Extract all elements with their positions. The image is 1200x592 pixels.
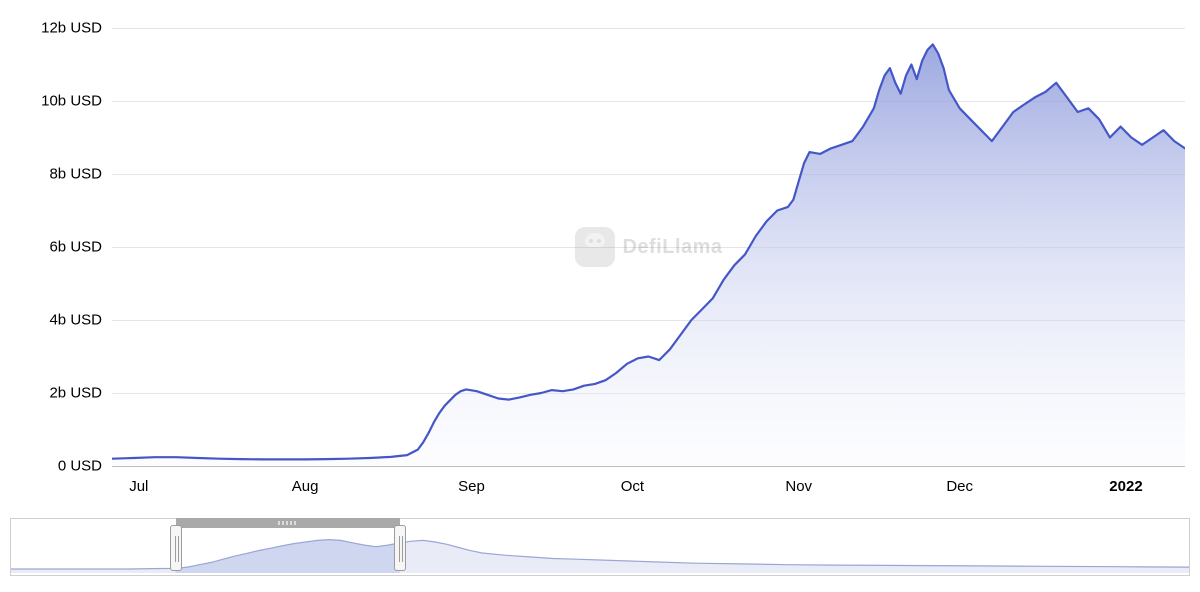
- time-range-brush[interactable]: [10, 518, 1190, 576]
- x-tick-label: Oct: [621, 478, 644, 495]
- area-chart-svg: [112, 28, 1185, 466]
- y-tick-label: 12b USD: [0, 20, 108, 37]
- x-tick-label: Aug: [292, 478, 319, 495]
- brush-selection-bar[interactable]: [176, 518, 400, 528]
- x-tick-label: Sep: [458, 478, 485, 495]
- y-tick-label: 8b USD: [0, 166, 108, 183]
- x-tick-label: Nov: [785, 478, 812, 495]
- main-chart: 0 USD 2b USD 4b USD 6b USD 8b USD 10b USD 12b …: [0, 0, 1200, 510]
- x-tick-label: Dec: [946, 478, 973, 495]
- y-tick-label: 0 USD: [0, 458, 108, 475]
- brush-handle-right[interactable]: [394, 525, 406, 571]
- x-tick-label: 2022: [1109, 478, 1142, 495]
- brush-handle-left[interactable]: [170, 525, 182, 571]
- y-tick-label: 4b USD: [0, 312, 108, 329]
- x-tick-label: Jul: [129, 478, 148, 495]
- y-tick-label: 6b USD: [0, 239, 108, 256]
- x-axis-line: [112, 466, 1185, 467]
- plot-area[interactable]: DefiLlama: [112, 28, 1185, 466]
- y-tick-label: 10b USD: [0, 93, 108, 110]
- y-tick-label: 2b USD: [0, 385, 108, 402]
